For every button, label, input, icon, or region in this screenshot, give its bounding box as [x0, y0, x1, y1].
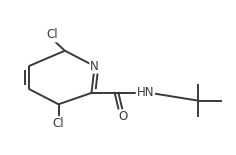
- Text: O: O: [118, 110, 128, 123]
- Text: HN: HN: [137, 86, 154, 99]
- Text: Cl: Cl: [46, 28, 58, 41]
- Text: N: N: [90, 60, 99, 73]
- Text: Cl: Cl: [53, 117, 64, 130]
